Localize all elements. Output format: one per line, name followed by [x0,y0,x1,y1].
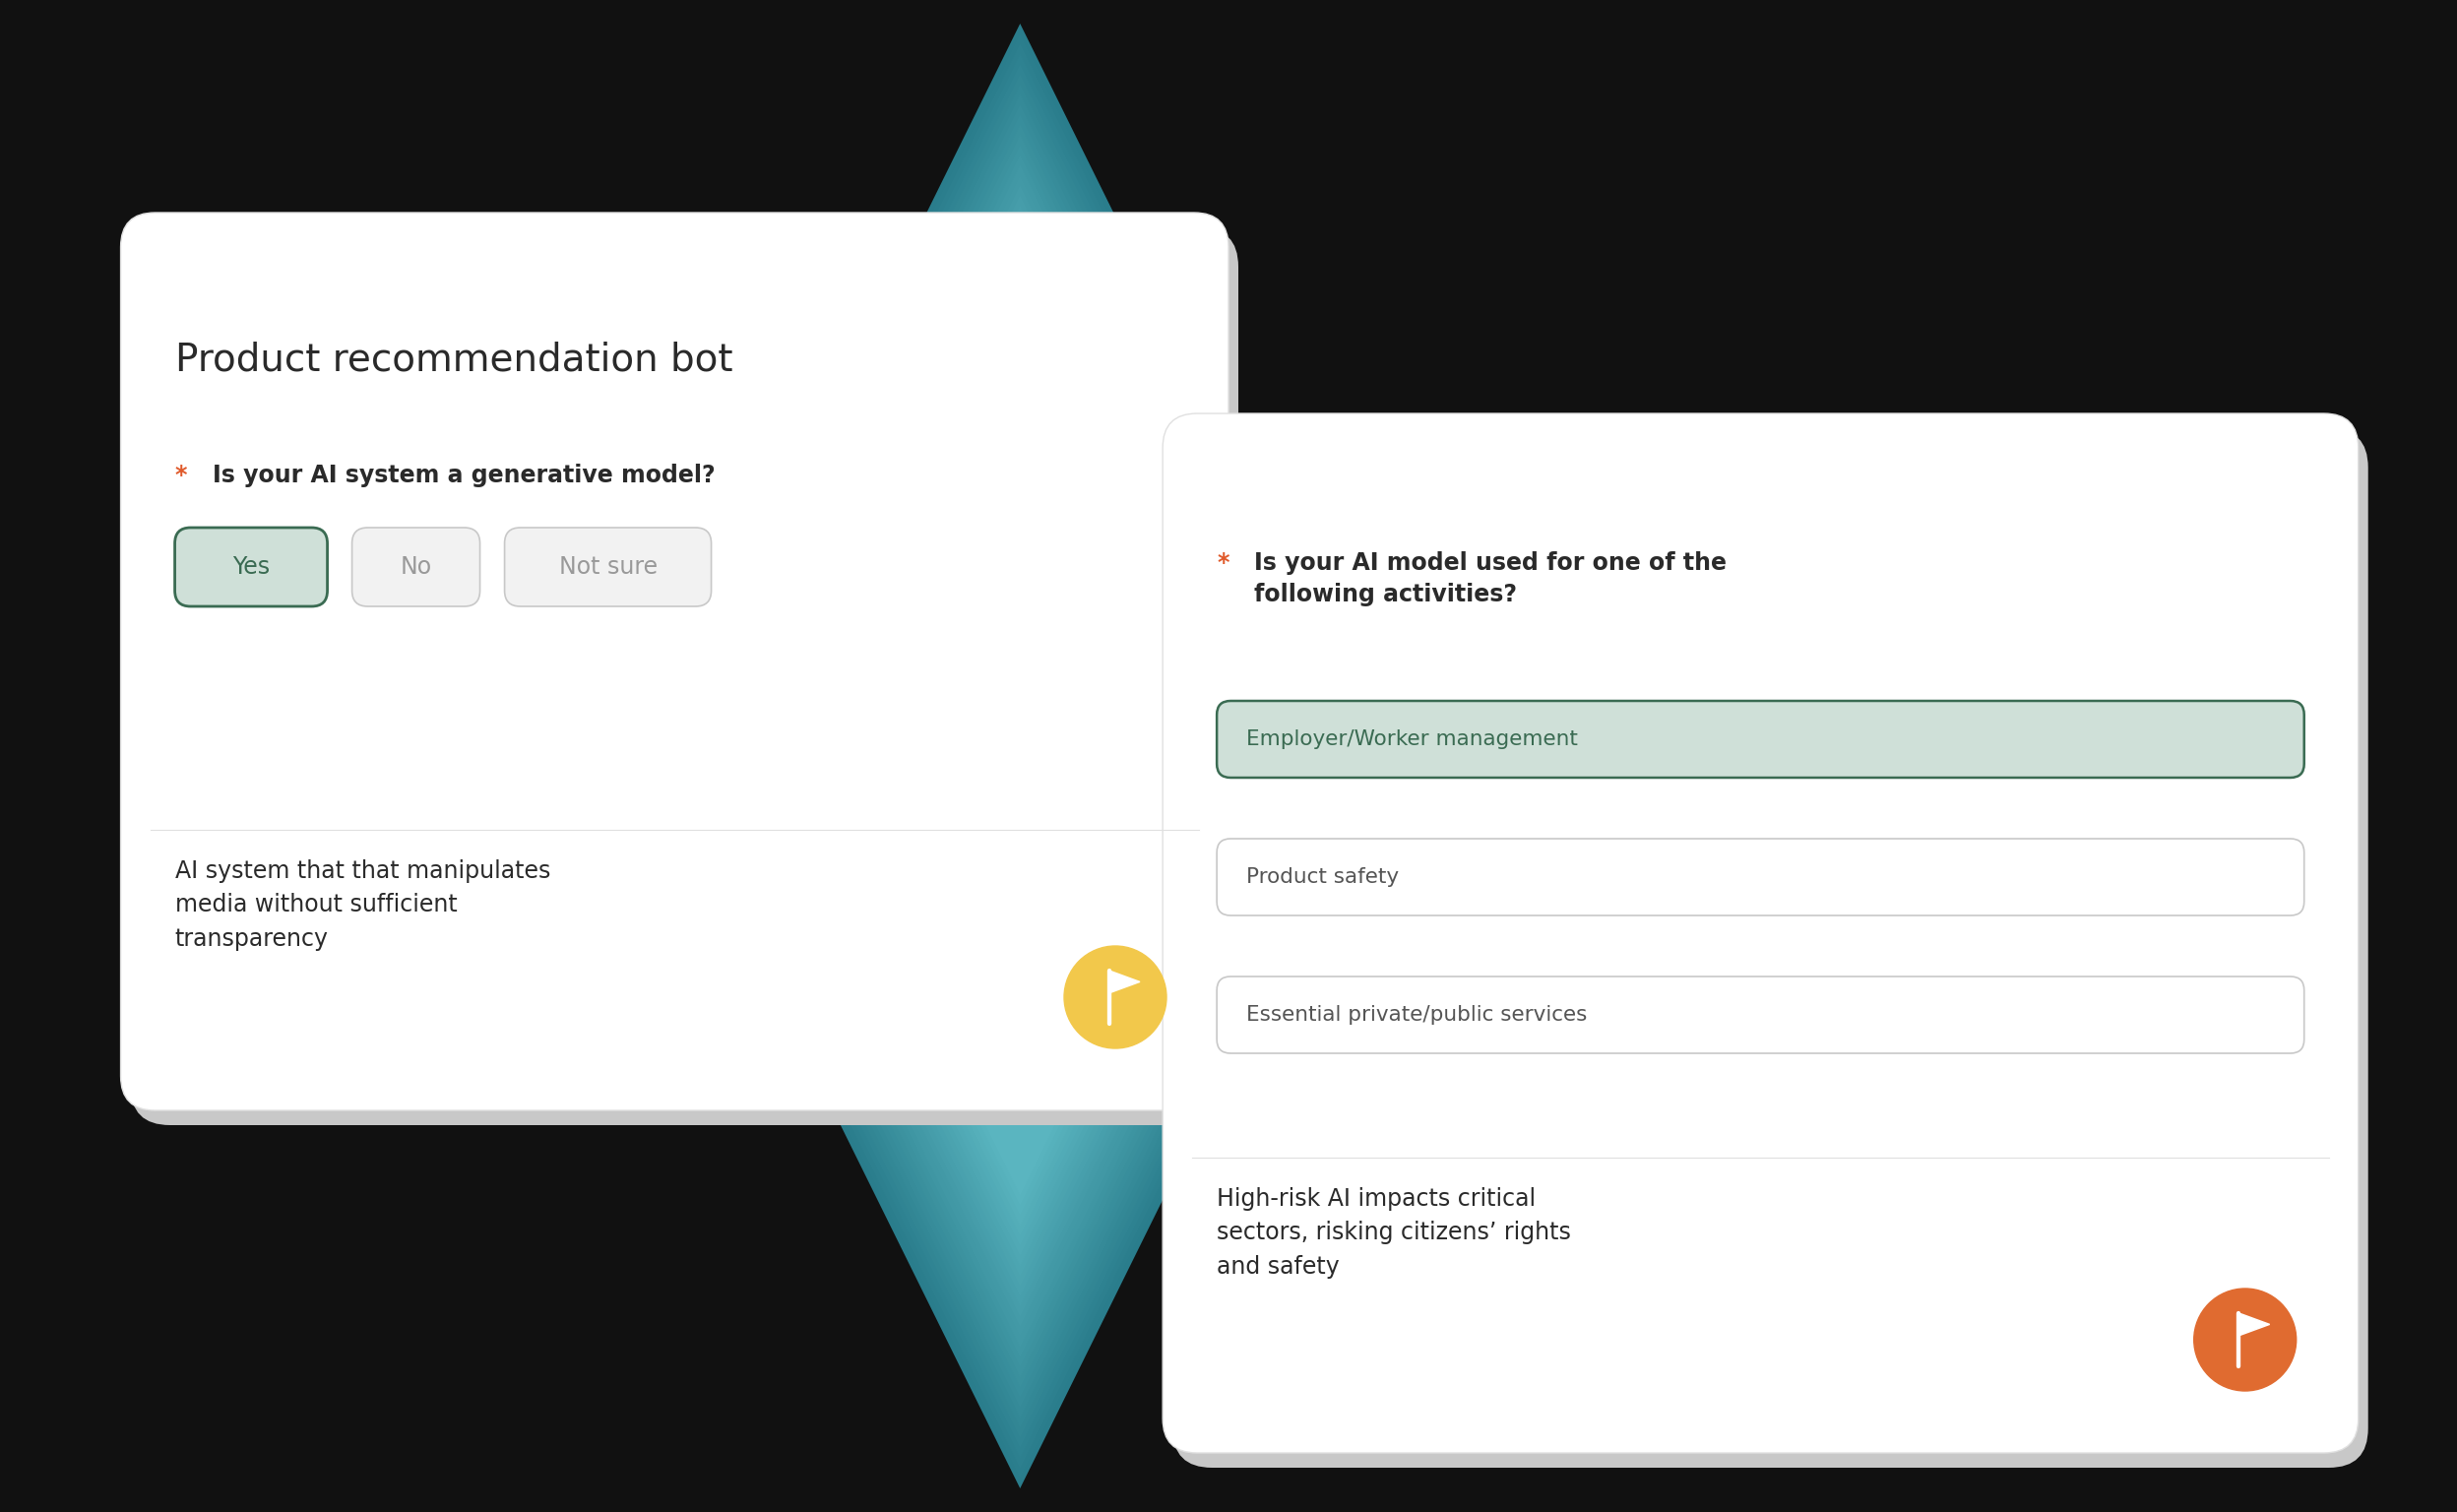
Polygon shape [2238,1312,2270,1335]
Text: No: No [400,555,432,579]
Text: Is your AI system a generative model?: Is your AI system a generative model? [211,464,715,487]
Text: Employer/Worker management: Employer/Worker management [1246,729,1577,748]
Polygon shape [757,225,1283,1287]
FancyBboxPatch shape [1216,839,2305,915]
Text: Is your AI model used for one of the
following activities?: Is your AI model used for one of the fol… [1253,552,1727,606]
FancyBboxPatch shape [1162,413,2359,1453]
Text: *: * [1216,552,1228,575]
FancyBboxPatch shape [120,213,1229,1110]
Polygon shape [774,256,1268,1256]
FancyBboxPatch shape [174,528,327,606]
Polygon shape [764,236,1278,1276]
Polygon shape [678,64,1361,1448]
FancyBboxPatch shape [130,227,1238,1125]
FancyBboxPatch shape [1216,702,2305,777]
Polygon shape [799,307,1243,1205]
Polygon shape [658,24,1381,1488]
Polygon shape [703,115,1337,1397]
Polygon shape [779,266,1263,1246]
Polygon shape [752,216,1287,1296]
Polygon shape [732,175,1307,1337]
Polygon shape [747,206,1292,1306]
Polygon shape [708,124,1332,1388]
Text: Yes: Yes [233,555,270,579]
FancyBboxPatch shape [504,528,710,606]
Polygon shape [803,316,1238,1196]
Circle shape [2194,1288,2297,1391]
Polygon shape [727,165,1312,1347]
Polygon shape [722,154,1317,1358]
Polygon shape [673,54,1366,1458]
Polygon shape [683,74,1356,1438]
FancyBboxPatch shape [351,528,479,606]
Polygon shape [693,94,1346,1418]
Text: Product safety: Product safety [1246,868,1398,888]
Polygon shape [789,286,1253,1226]
Polygon shape [688,85,1351,1427]
Polygon shape [713,135,1327,1377]
Text: *: * [174,464,187,487]
Polygon shape [737,186,1302,1326]
Text: Essential private/public services: Essential private/public services [1246,1005,1587,1025]
Polygon shape [717,145,1322,1367]
Polygon shape [769,246,1273,1266]
Polygon shape [663,33,1376,1479]
Text: AI system that that manipulates
media without sufficient
transparency: AI system that that manipulates media wi… [174,859,550,951]
Polygon shape [1108,971,1140,993]
Text: Product recommendation bot: Product recommendation bot [174,340,732,378]
FancyBboxPatch shape [1216,977,2305,1054]
Polygon shape [784,277,1258,1235]
Circle shape [1064,947,1167,1048]
Polygon shape [742,195,1297,1317]
Polygon shape [794,296,1248,1216]
Text: High-risk AI impacts critical
sectors, risking citizens’ rights
and safety: High-risk AI impacts critical sectors, r… [1216,1187,1570,1279]
Text: Not sure: Not sure [558,555,656,579]
FancyBboxPatch shape [1172,428,2369,1468]
Polygon shape [668,44,1371,1468]
Polygon shape [698,104,1342,1408]
